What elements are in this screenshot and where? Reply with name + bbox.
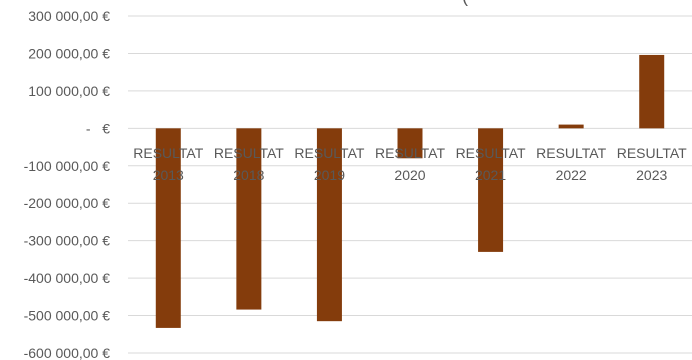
category-label: RESULTAT: [294, 145, 364, 161]
y-tick-label: -600 000,00 €: [24, 345, 111, 360]
y-tick-label: -400 000,00 €: [24, 270, 111, 286]
y-tick-label: -300 000,00 €: [24, 233, 111, 249]
y-tick-label: 300 000,00 €: [28, 8, 110, 24]
bar-resultat-2018: [236, 128, 262, 310]
category-label: RESULTAT: [536, 145, 606, 161]
bar-resultat-2021: [478, 128, 504, 252]
bar-resultat-2023: [639, 54, 665, 129]
category-label: 2021: [475, 167, 506, 183]
gridlines: [128, 15, 692, 354]
y-tick-label: 100 000,00 €: [28, 83, 110, 99]
category-label: RESULTAT: [456, 145, 526, 161]
category-label: RESULTAT: [133, 145, 203, 161]
y-tick-label: -200 000,00 €: [24, 195, 111, 211]
bar-resultat-2013: [155, 128, 181, 328]
category-label: 2019: [314, 167, 345, 183]
category-label: 2023: [636, 167, 667, 183]
y-tick-label: -500 000,00 €: [24, 308, 111, 324]
category-label: 2022: [556, 167, 587, 183]
category-label: 2013: [153, 167, 184, 183]
category-label: RESULTAT: [617, 145, 687, 161]
bars: [155, 54, 665, 328]
y-tick-label: -100 000,00 €: [24, 158, 111, 174]
chart-title: (: [462, 0, 468, 6]
y-tick-label: 200 000,00 €: [28, 45, 110, 61]
category-label: RESULTAT: [214, 145, 284, 161]
bar-resultat-2019: [316, 128, 342, 322]
x-axis-category-labels: RESULTAT 2013 RESULTAT 2018 RESULTAT 2019 RESU…: [133, 145, 687, 183]
y-tick-label: - €: [86, 120, 110, 136]
y-axis-tick-labels: 300 000,00 € 200 000,00 € 100 000,00 € - € -…: [24, 8, 111, 360]
category-label: 2020: [394, 167, 425, 183]
bar-resultat-2022: [558, 124, 584, 129]
category-label: RESULTAT: [375, 145, 445, 161]
bar-resultat-2020: [397, 128, 423, 159]
category-label: 2018: [233, 167, 264, 183]
